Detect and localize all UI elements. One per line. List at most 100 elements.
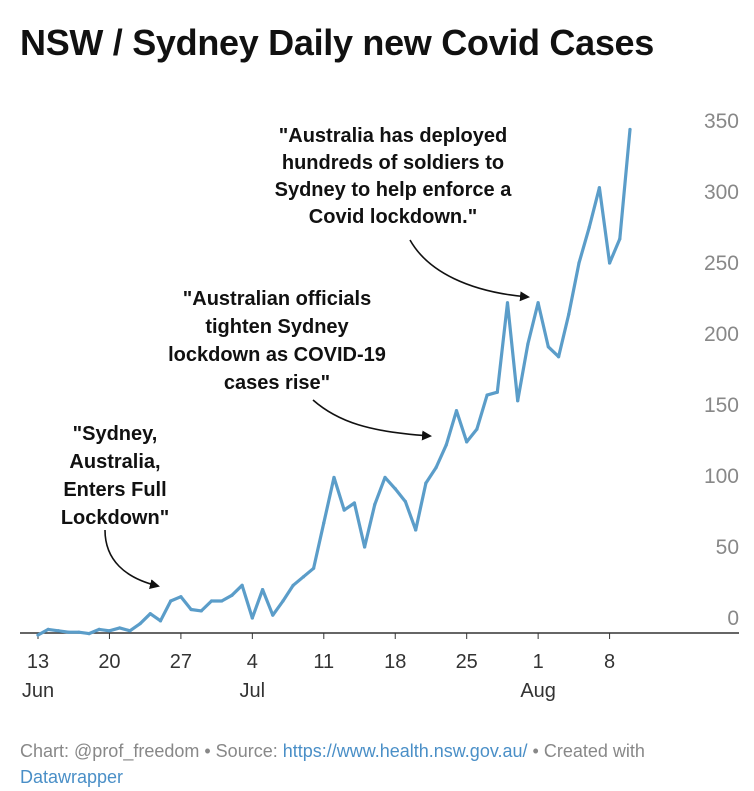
x-tick-label: 1 (533, 651, 544, 673)
data-point (363, 545, 367, 549)
y-tick-label: 100 (704, 465, 739, 488)
data-point (118, 626, 122, 630)
y-tick-label: 300 (704, 181, 739, 204)
y-tick-label: 150 (704, 394, 739, 417)
data-point (454, 409, 459, 413)
x-tick-label: 8 (604, 651, 615, 673)
x-tick-label: 4 (247, 651, 258, 673)
x-tick-month: Jun (22, 680, 54, 702)
data-point (607, 261, 612, 265)
data-point (485, 393, 489, 397)
x-tick-label: 25 (456, 651, 478, 673)
data-point (46, 627, 50, 631)
annotation-text: Australia, (69, 451, 160, 473)
annotation-arrow (104, 529, 160, 589)
x-tick-label: 18 (384, 651, 406, 673)
annotation-arrow (409, 239, 530, 302)
data-point (322, 521, 326, 525)
data-point (281, 599, 285, 603)
footer-created-prefix: • Created with (527, 741, 645, 761)
y-tick-label: 200 (704, 323, 739, 346)
x-tick-label: 11 (313, 651, 334, 673)
y-tick-label: 250 (704, 252, 739, 275)
annotation-text: cases rise" (224, 372, 330, 394)
data-point (556, 355, 561, 359)
data-point (618, 237, 622, 241)
data-point (77, 630, 81, 634)
annotation-text: "Australia has deployed (279, 125, 507, 147)
data-point (291, 583, 295, 587)
annotation-text: Covid lockdown." (309, 206, 477, 228)
data-point (414, 528, 418, 532)
data-point (260, 588, 265, 592)
data-point (230, 593, 234, 597)
data-point (87, 632, 91, 636)
x-tick-month: Jul (240, 680, 266, 702)
data-point (128, 629, 132, 633)
annotation-text: "Australian officials (183, 288, 371, 310)
data-point (505, 301, 510, 305)
data-point (107, 629, 112, 633)
chart-title: NSW / Sydney Daily new Covid Cases (20, 22, 655, 63)
data-point (189, 607, 193, 612)
data-point (587, 225, 591, 230)
data-point (97, 627, 101, 631)
x-tick-label: 27 (170, 651, 192, 673)
y-tick-label: 0 (727, 607, 739, 630)
annotations: "Sydney, Australia, Enters Full Lockdown" "A… (61, 125, 530, 589)
x-tick-label: 13 (27, 651, 49, 673)
source-link[interactable]: https://www.health.nsw.gov.au/ (282, 741, 528, 761)
data-point (240, 583, 244, 587)
data-point (495, 390, 499, 394)
footer-credit: @prof_freedom (74, 741, 200, 761)
annotation-text: hundreds of soldiers to (282, 152, 504, 174)
data-point (352, 501, 357, 505)
data-point (271, 613, 275, 617)
data-point (209, 599, 214, 603)
data-point (342, 508, 346, 512)
x-tick-month: Aug (520, 680, 556, 702)
data-point (393, 487, 397, 491)
data-point (179, 595, 183, 599)
data-point (169, 599, 173, 603)
data-point (434, 465, 438, 470)
data-point (199, 609, 203, 613)
footer-chart-prefix: Chart: (20, 741, 75, 761)
annotation-text: tighten Sydney (205, 316, 349, 338)
annotation-text: "Sydney, (73, 423, 158, 445)
chart-footer: Chart: @prof_freedom • Source: https://w… (20, 738, 740, 790)
data-point (403, 499, 408, 504)
x-tick-label: 20 (98, 651, 120, 673)
data-point (567, 312, 571, 316)
datawrapper-link[interactable]: Datawrapper (20, 767, 124, 787)
data-point (516, 399, 520, 403)
annotation-arrow (312, 399, 432, 441)
annotation-text: Sydney to help enforce a (275, 179, 513, 201)
data-point (444, 443, 448, 447)
data-point (475, 427, 479, 431)
data-point (250, 616, 254, 620)
data-point (301, 575, 305, 579)
data-point (546, 345, 550, 349)
data-point (424, 481, 428, 485)
data-point (332, 475, 336, 480)
data-point (311, 566, 316, 570)
data-point (158, 619, 163, 623)
annotation-text: lockdown as COVID-19 (168, 344, 386, 366)
data-point (36, 633, 40, 637)
data-point (138, 622, 142, 626)
data-point (597, 186, 601, 190)
data-point (628, 127, 632, 132)
data-point (67, 630, 71, 634)
data-point (536, 301, 540, 305)
footer-source-prefix: • Source: (199, 741, 283, 761)
data-point (56, 629, 61, 633)
data-point (465, 440, 469, 444)
data-point (577, 261, 581, 265)
data-point (526, 342, 530, 346)
data-point (148, 612, 152, 616)
x-axis: 13 Jun 20 27 4 Jul 11 18 25 1 Aug 8 (20, 632, 739, 702)
y-axis: 0 50 100 150 200 250 300 350 (704, 110, 739, 630)
series-group (36, 127, 632, 637)
